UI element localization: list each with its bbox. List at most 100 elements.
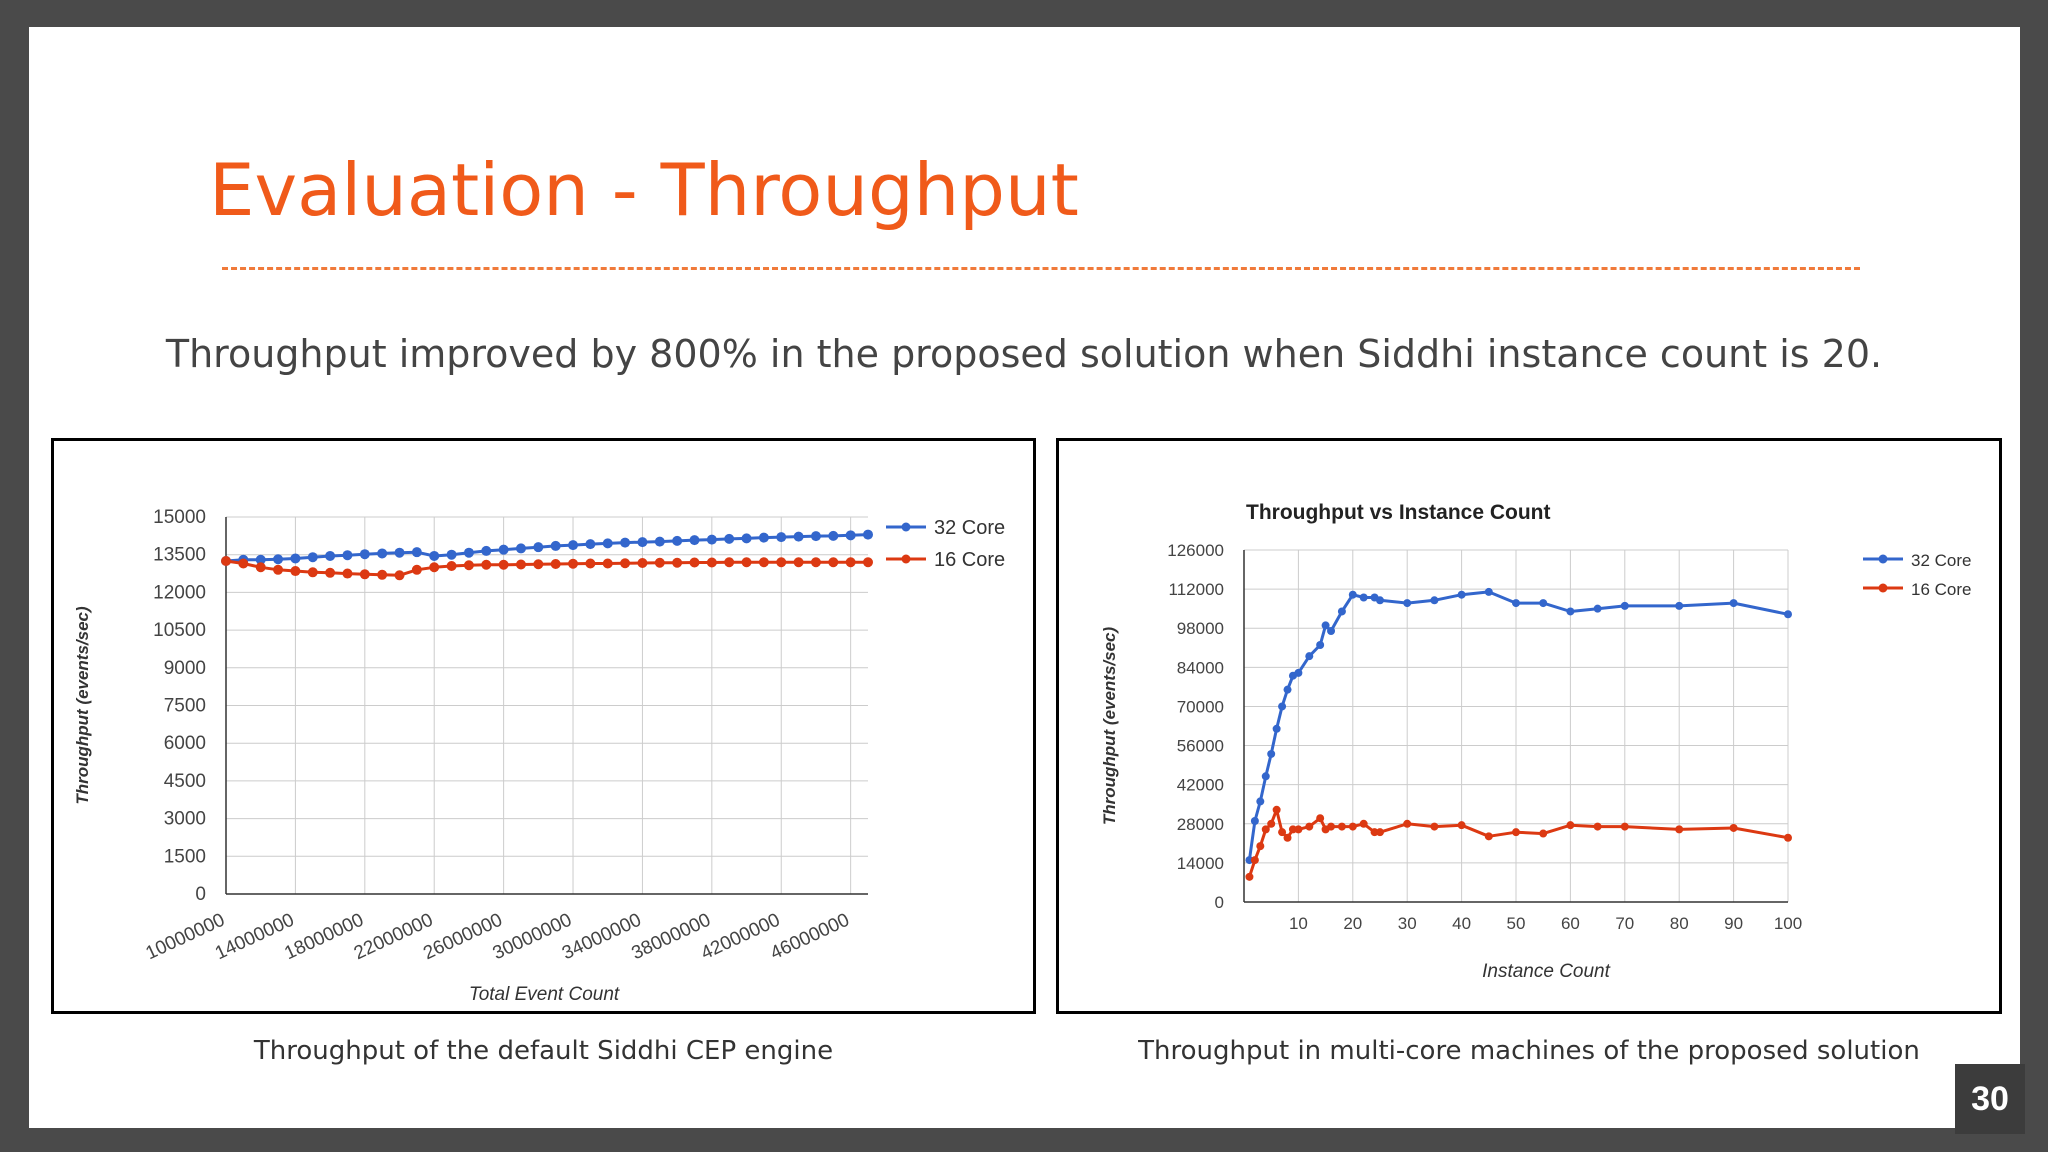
data-point	[724, 557, 735, 568]
x-tick-label: 30000000	[490, 909, 576, 964]
data-point	[515, 543, 526, 554]
data-point	[828, 530, 839, 541]
legend-label: 16 Core	[1911, 580, 1971, 599]
x-tick-label: 38000000	[628, 909, 714, 964]
data-point	[689, 557, 700, 568]
data-point	[637, 557, 648, 568]
data-point	[1430, 822, 1439, 831]
x-tick-label: 50	[1507, 914, 1526, 933]
data-point	[1566, 821, 1575, 830]
slide-title: Evaluation - Throughput	[209, 148, 1079, 232]
y-tick-label: 7500	[164, 696, 206, 717]
data-point	[255, 554, 266, 565]
y-axis-title: Throughput (events/sec)	[73, 606, 92, 805]
y-tick-label: 112000	[1169, 580, 1224, 599]
data-point	[394, 547, 405, 558]
data-point	[1512, 828, 1520, 837]
y-tick-label: 70000	[1177, 697, 1224, 716]
data-point	[1457, 821, 1466, 830]
data-point	[1675, 825, 1684, 834]
data-point	[1294, 825, 1303, 834]
legend-marker	[901, 554, 911, 564]
data-point	[758, 557, 769, 568]
data-point	[481, 545, 492, 556]
data-point	[1539, 829, 1548, 838]
data-point	[1675, 601, 1684, 610]
x-tick-label: 30	[1398, 914, 1417, 933]
data-point	[1256, 797, 1265, 806]
data-point	[1729, 823, 1738, 832]
data-point	[1327, 822, 1336, 831]
x-tick-label: 10	[1289, 914, 1308, 933]
data-point	[359, 569, 370, 580]
data-point	[463, 547, 474, 558]
data-point	[377, 548, 388, 559]
series-line-red	[1247, 808, 1789, 878]
data-point	[741, 533, 752, 544]
y-tick-label: 28000	[1177, 815, 1224, 834]
data-point	[654, 557, 665, 568]
x-tick-label: 100	[1774, 914, 1802, 933]
data-point	[1430, 596, 1439, 605]
data-point	[342, 568, 353, 579]
data-point	[810, 531, 821, 542]
data-point	[1316, 640, 1325, 649]
legend-label: 32 Core	[934, 517, 1005, 539]
data-point	[515, 559, 526, 570]
title-divider	[222, 267, 1860, 270]
data-point	[1620, 601, 1629, 610]
data-point	[810, 557, 821, 568]
data-point	[620, 558, 631, 569]
x-tick-label: 18000000	[281, 909, 367, 964]
y-tick-label: 10500	[153, 620, 206, 641]
page-number: 30	[1955, 1064, 2025, 1134]
data-point	[290, 553, 301, 564]
data-point	[1359, 593, 1368, 602]
data-point	[394, 570, 405, 581]
data-point	[1256, 842, 1265, 851]
data-point	[585, 558, 596, 569]
data-point	[654, 536, 665, 547]
data-point	[1593, 822, 1602, 831]
data-point	[342, 550, 353, 561]
data-point	[1316, 814, 1325, 823]
y-tick-label: 15000	[153, 507, 206, 528]
data-point	[1337, 607, 1346, 616]
x-tick-label: 42000000	[698, 909, 784, 964]
data-point	[672, 557, 683, 568]
data-point	[585, 539, 596, 550]
data-point	[1272, 805, 1281, 814]
y-tick-label: 0	[1215, 893, 1224, 912]
y-tick-label: 3000	[164, 809, 206, 830]
data-point	[620, 537, 631, 548]
data-point	[1278, 828, 1287, 837]
data-point	[533, 542, 544, 553]
data-point	[1250, 816, 1259, 825]
data-point	[1250, 856, 1259, 865]
y-tick-label: 6000	[164, 733, 206, 754]
data-point	[221, 555, 231, 566]
data-point	[1539, 599, 1548, 608]
data-point	[793, 531, 804, 542]
legend-marker	[901, 522, 911, 532]
data-point	[863, 529, 873, 540]
data-point	[1272, 724, 1281, 733]
data-point	[1484, 832, 1493, 841]
data-point	[1321, 621, 1330, 630]
chart-default-siddhi: 0 1500 3000 4500 6000 7500 9000 10500 12000 13500…	[51, 438, 1036, 1014]
x-tick-label: 90	[1724, 914, 1743, 933]
data-point	[724, 533, 735, 544]
data-point	[290, 566, 301, 577]
data-point	[828, 557, 839, 568]
x-tick-label: 10000000	[143, 909, 229, 964]
y-axis-title: Throughput (events/sec)	[1100, 626, 1119, 825]
data-point	[1784, 610, 1792, 619]
y-tick-label: 98000	[1177, 619, 1224, 638]
y-tick-label: 0	[195, 884, 206, 905]
data-point	[741, 557, 752, 568]
y-tick-label: 4500	[164, 771, 206, 792]
y-tick-label: 84000	[1177, 658, 1224, 677]
data-point	[273, 554, 284, 565]
data-point	[845, 557, 856, 568]
data-point	[602, 558, 613, 569]
